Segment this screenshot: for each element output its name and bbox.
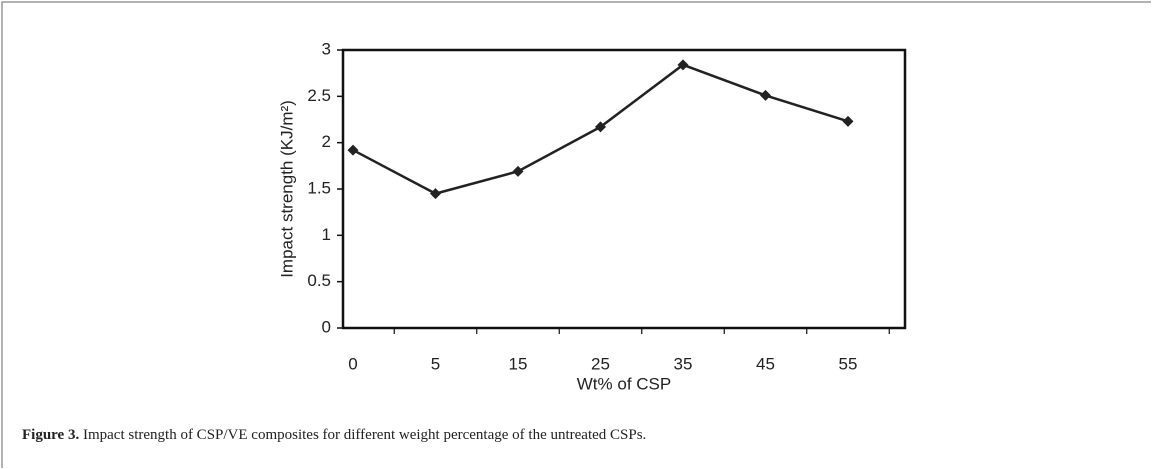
y-tick-label: 0 [322, 317, 331, 336]
caption-label: Figure 3. [22, 427, 79, 443]
x-tick-label: 55 [839, 354, 858, 373]
x-tick-label: 25 [591, 354, 610, 373]
marker [430, 188, 441, 200]
marker [595, 121, 606, 133]
x-tick-label: 0 [348, 354, 357, 373]
y-tick-label: 1 [322, 225, 331, 244]
x-tick-label: 5 [431, 354, 440, 373]
y-axis-label: Impact strength (KJ/m²) [277, 100, 296, 278]
x-tick-label: 15 [509, 354, 528, 373]
marker [512, 165, 524, 177]
marker [677, 59, 689, 71]
marker [842, 115, 854, 127]
y-tick-label: 2 [322, 132, 331, 151]
y-tick-label: 3 [322, 39, 331, 58]
x-tick-label: 45 [756, 354, 775, 373]
marker [760, 89, 771, 101]
y-tick-label: 2.5 [307, 86, 331, 105]
x-axis-label: Wt% of CSP [577, 374, 671, 393]
marker [347, 144, 359, 156]
caption-text: Impact strength of CSP/VE composites for… [83, 427, 646, 443]
caption: Figure 3. Impact strength of CSP/VE comp… [22, 427, 646, 443]
x-tick-label: 35 [674, 354, 693, 373]
y-tick-label: 1.5 [307, 178, 331, 197]
y-tick-label: 0.5 [307, 271, 331, 290]
